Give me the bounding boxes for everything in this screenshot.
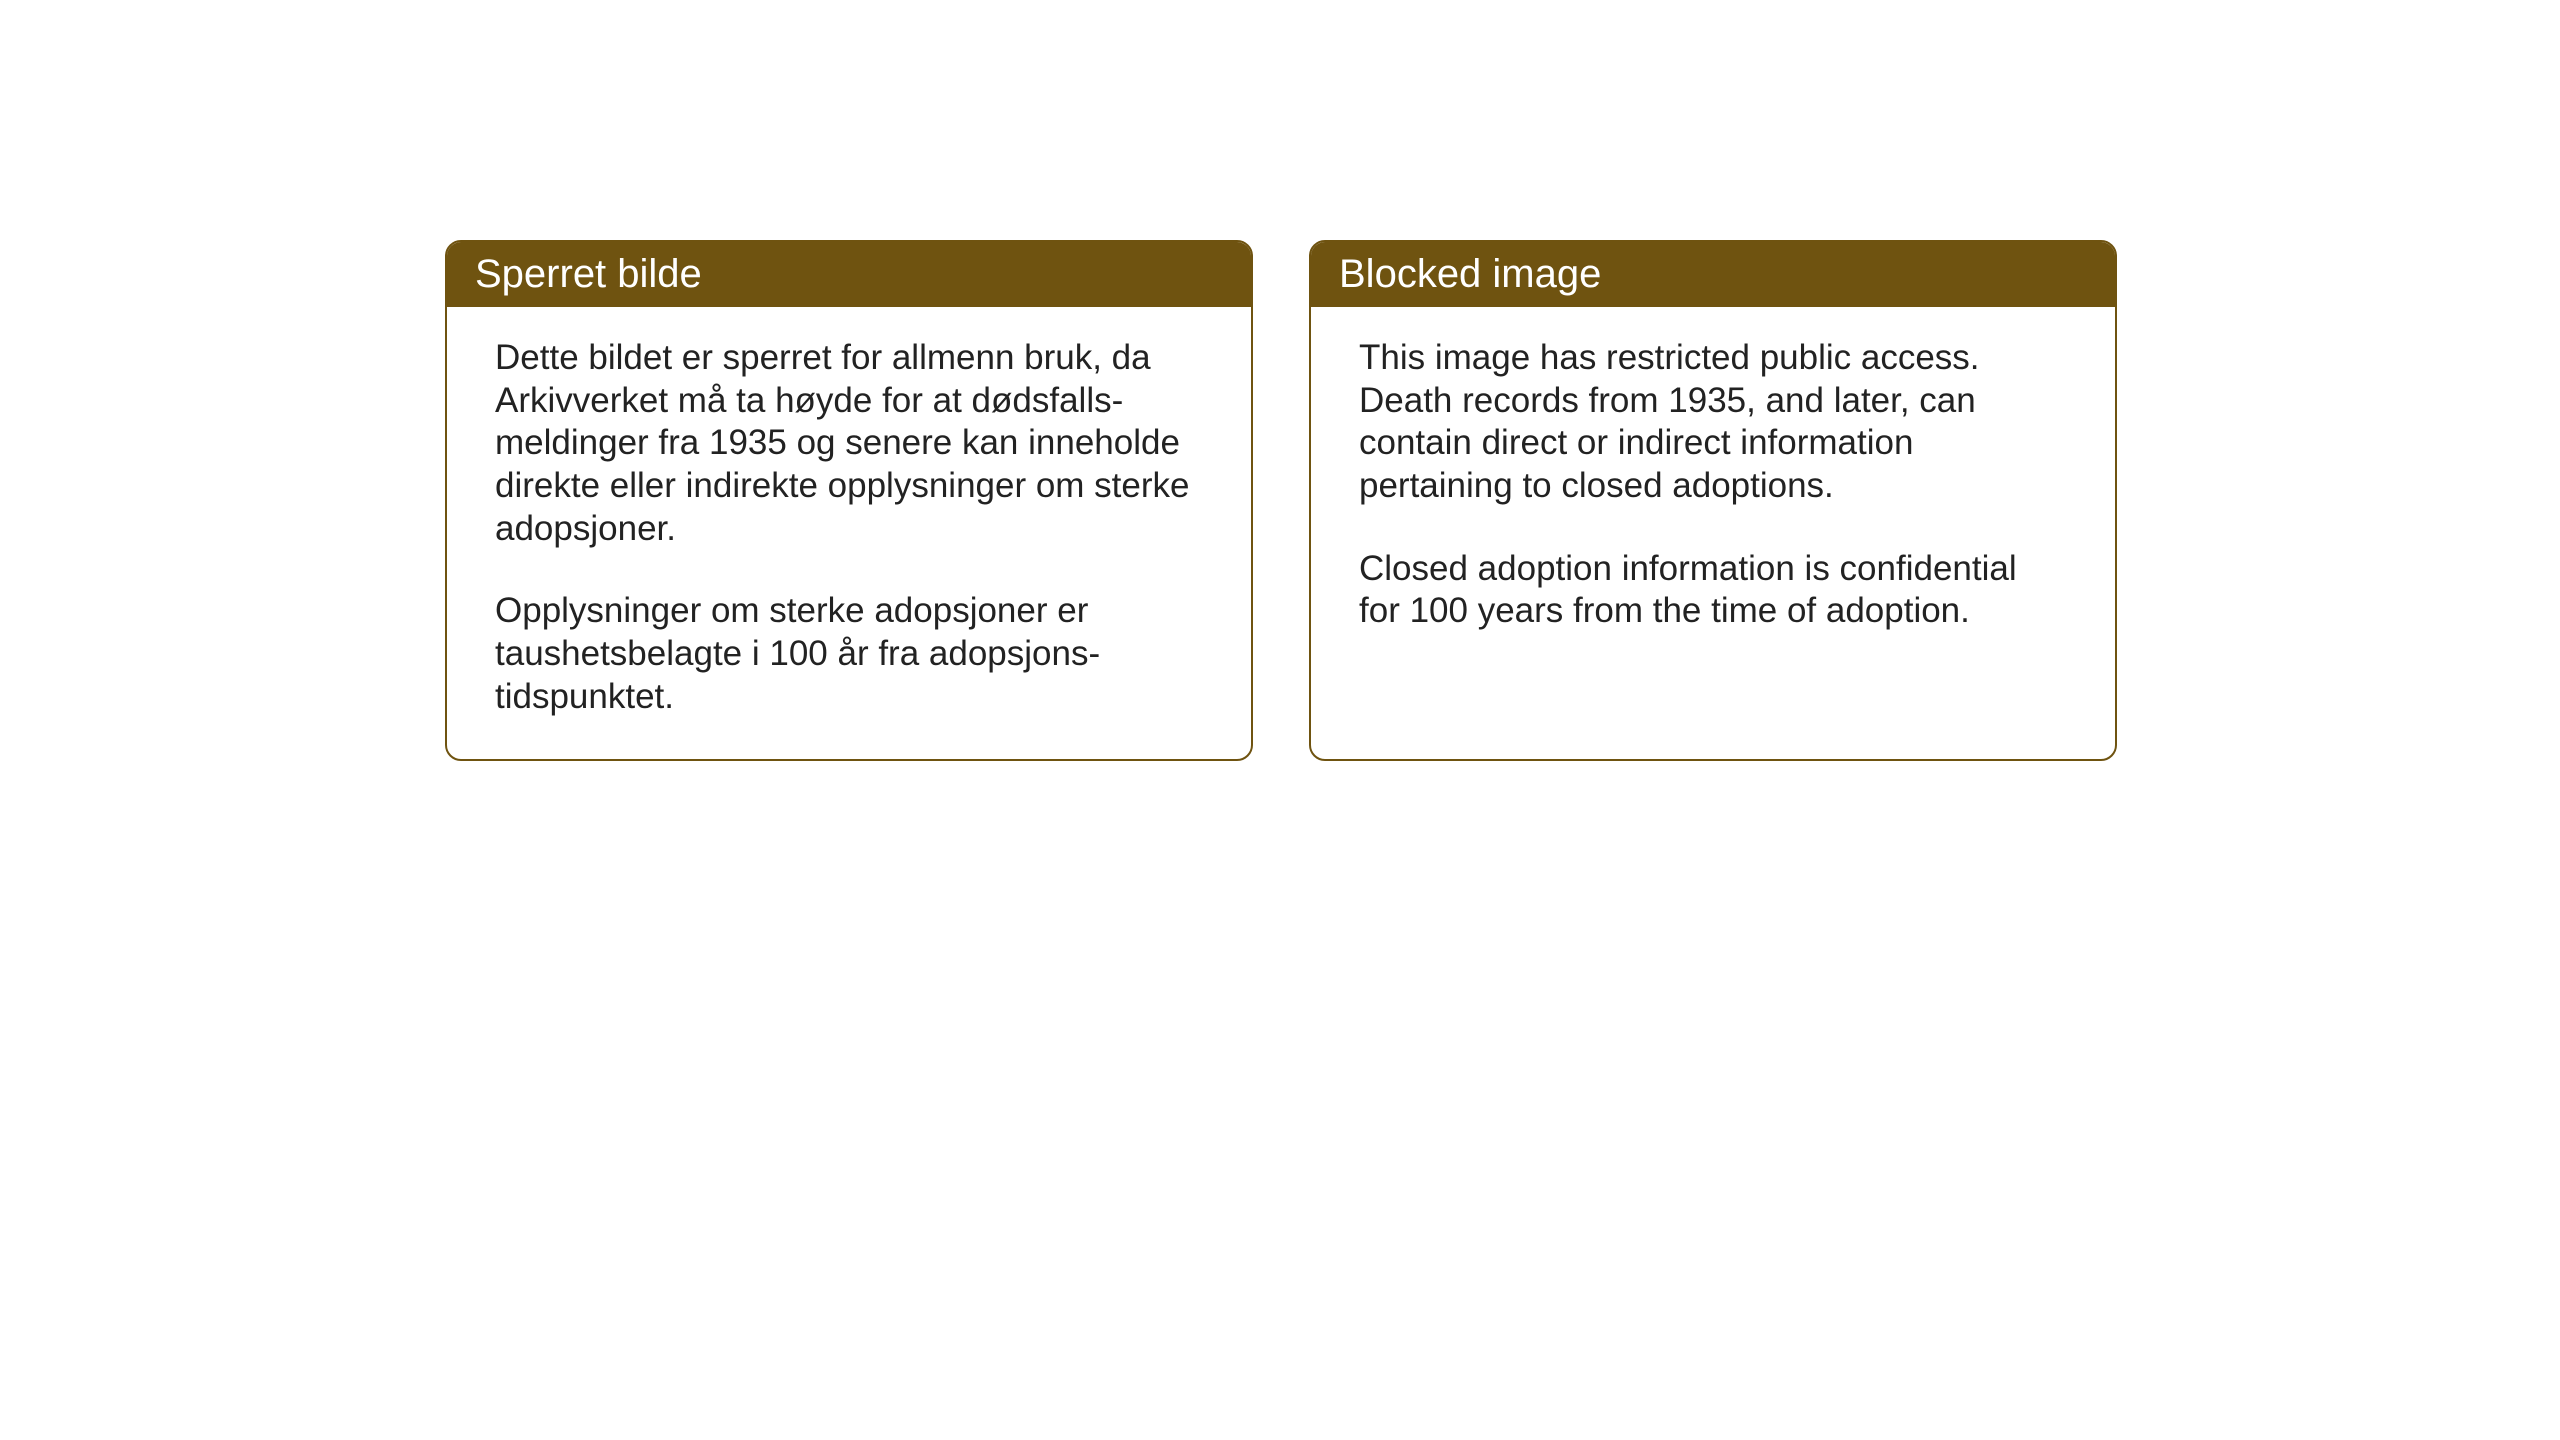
english-card-title: Blocked image [1339,252,1601,296]
norwegian-card-body: Dette bildet er sperret for allmenn bruk… [447,307,1251,759]
english-paragraph-1: This image has restricted public access.… [1359,337,2067,508]
english-card-header: Blocked image [1311,242,2115,307]
notice-cards-container: Sperret bilde Dette bildet er sperret fo… [445,240,2117,761]
english-paragraph-2: Closed adoption information is confident… [1359,548,2067,633]
english-notice-card: Blocked image This image has restricted … [1309,240,2117,761]
norwegian-paragraph-2: Opplysninger om sterke adopsjoner er tau… [495,590,1203,718]
norwegian-card-title: Sperret bilde [475,252,702,296]
english-card-body: This image has restricted public access.… [1311,307,2115,747]
norwegian-paragraph-1: Dette bildet er sperret for allmenn bruk… [495,337,1203,550]
norwegian-notice-card: Sperret bilde Dette bildet er sperret fo… [445,240,1253,761]
norwegian-card-header: Sperret bilde [447,242,1251,307]
